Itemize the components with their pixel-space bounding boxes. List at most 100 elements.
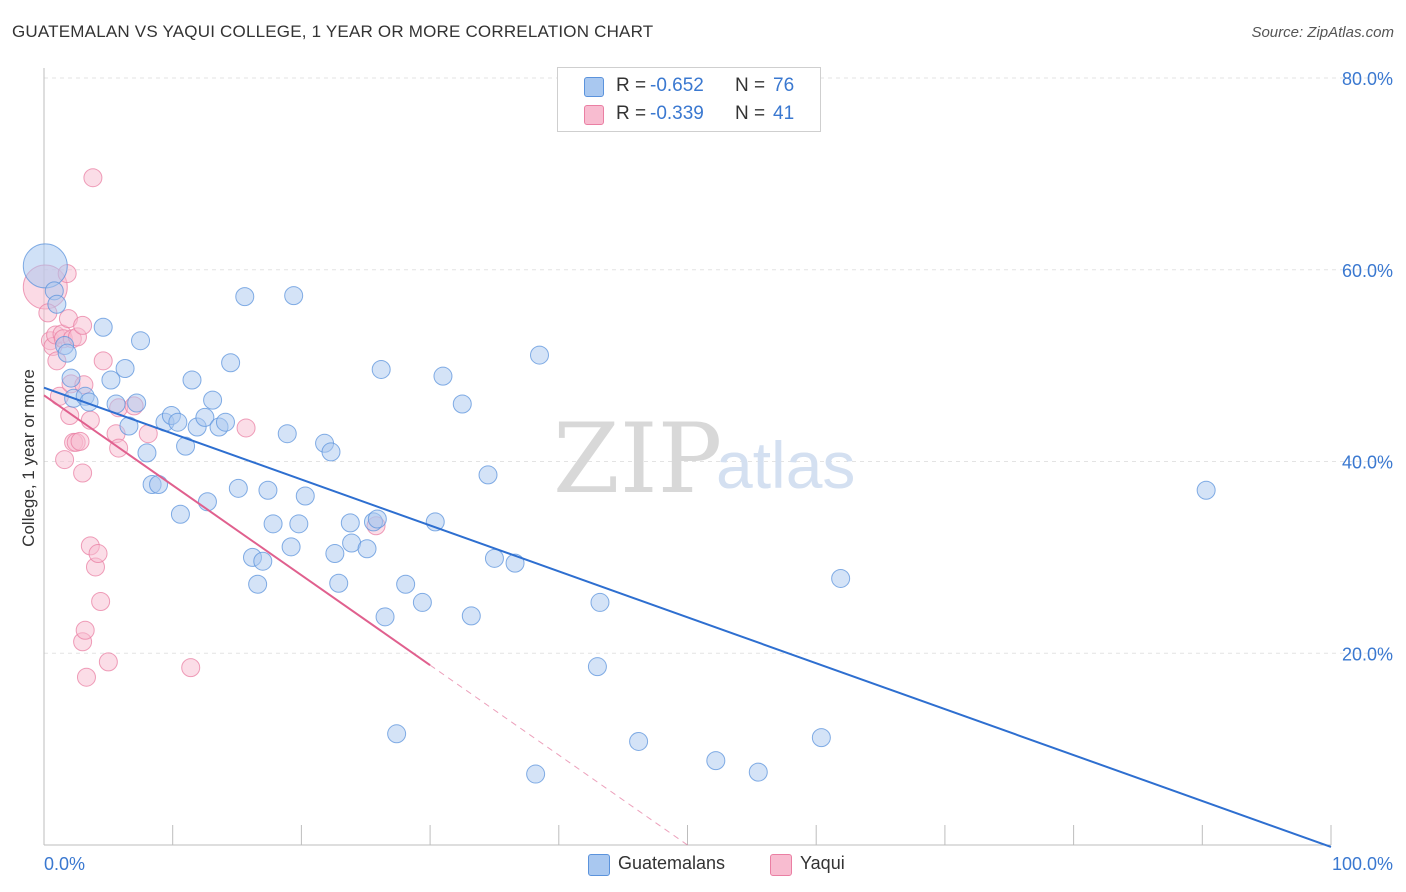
bottom-legend-label: Yaqui [800, 853, 845, 873]
yaqui-point [88, 544, 108, 564]
bottom-legend-guatemalans: Guatemalans [588, 852, 748, 876]
y-tick-label: 40.0% [1342, 453, 1393, 473]
guatemalan-point [149, 475, 169, 495]
guatemalan-point [484, 548, 504, 568]
yaqui-point [73, 315, 93, 335]
guatemalan-point [396, 574, 416, 594]
yaqui-point [236, 418, 256, 438]
yaqui-point [91, 591, 111, 611]
guatemalan-point [387, 724, 407, 744]
legend-swatch-guatemalans [584, 77, 604, 97]
legend-r-value: -0.339 [650, 103, 704, 124]
guatemalan-point [47, 294, 67, 314]
guatemalan-point [101, 370, 121, 390]
guatemalan-point [478, 465, 498, 485]
guatemalan-point [1196, 480, 1216, 500]
stats-legend: R = -0.652 N = 76 R = -0.339 N = 41 [557, 67, 821, 132]
y-axis-title: College, 1 year or more [19, 369, 38, 547]
guatemalan-point [221, 353, 241, 373]
x-tick-label: 100.0% [1332, 854, 1393, 874]
guatemalan-point [197, 492, 217, 512]
guatemalan-point [182, 370, 202, 390]
yaqui-point [76, 667, 96, 687]
guatemalans-trend-line [43, 386, 1332, 848]
guatemalan-point [131, 331, 151, 351]
points-layer [22, 168, 1216, 784]
bottom-legend-label: Guatemalans [618, 853, 726, 873]
guatemalan-point [329, 573, 349, 593]
guatemalan-point [375, 607, 395, 627]
guatemalan-point [168, 412, 188, 432]
guatemalan-point [325, 544, 345, 564]
guatemalan-point [195, 407, 215, 427]
x-tick-label: 0.0% [44, 854, 85, 874]
legend-swatch-yaqui [584, 105, 604, 125]
watermark: ZIP atlas [553, 403, 855, 515]
bottom-legend-yaqui: Yaqui [770, 852, 870, 876]
legend-r-value: -0.652 [650, 75, 704, 96]
yaqui-point [75, 620, 95, 640]
guatemalan-point [93, 317, 113, 337]
guatemalan-point [281, 537, 301, 557]
chart-source: Source: ZipAtlas.com [1251, 24, 1394, 41]
guatemalan-point [831, 568, 851, 588]
legend-n-value: 41 [773, 103, 795, 124]
guatemalan-point [22, 243, 68, 289]
guatemalan-point [115, 359, 135, 379]
guatemalan-point [79, 392, 99, 412]
yaqui-point [55, 450, 75, 470]
y-tick-label: 80.0% [1342, 69, 1393, 89]
guatemalan-point [412, 592, 432, 612]
yaqui-point [98, 652, 118, 672]
guatemalan-point [57, 343, 77, 363]
legend-n-label: N = [735, 75, 766, 96]
guatemalan-point [371, 359, 391, 379]
guatemalan-point [706, 751, 726, 771]
guatemalan-point [203, 390, 223, 410]
bottom-legend-swatch-yaqui [770, 854, 792, 876]
legend-row-yaqui: R = -0.339 N = 41 [558, 101, 820, 129]
guatemalan-point [526, 764, 546, 784]
guatemalan-point [357, 539, 377, 559]
guatemalan-point [748, 762, 768, 782]
guatemalan-point [248, 574, 268, 594]
guatemalan-point [127, 393, 147, 413]
guatemalan-point [505, 553, 525, 573]
legend-r-label: R = [616, 75, 647, 96]
grid-layer [44, 77, 1394, 654]
chart-title: GUATEMALAN VS YAQUI COLLEGE, 1 YEAR OR M… [12, 22, 654, 41]
guatemalan-point [61, 368, 81, 388]
guatemalan-point [587, 657, 607, 677]
yaqui-trend-line-extension [429, 664, 688, 846]
guatemalan-point [253, 551, 273, 571]
legend-row-guatemalans: R = -0.652 N = 76 [558, 73, 820, 101]
guatemalan-point [321, 442, 341, 462]
y-tick-label: 60.0% [1342, 261, 1393, 281]
guatemalan-point [367, 509, 387, 529]
yaqui-point [93, 351, 113, 371]
guatemalan-point [529, 345, 549, 365]
y-tick-label: 20.0% [1342, 644, 1393, 664]
yaqui-point [181, 658, 201, 678]
yaqui-point [70, 431, 90, 451]
guatemalan-point [235, 287, 255, 307]
guatemalan-point [170, 504, 190, 524]
guatemalan-point [228, 478, 248, 498]
guatemalan-point [284, 286, 304, 306]
guatemalan-point [811, 728, 831, 748]
tick-labels: 20.0% 40.0% 60.0% 80.0% 0.0% 100.0% [44, 69, 1393, 874]
guatemalan-point [263, 514, 283, 534]
watermark-atlas: atlas [716, 428, 855, 502]
guatemalan-point [289, 514, 309, 534]
guatemalan-point [137, 443, 157, 463]
guatemalan-point [215, 412, 235, 432]
guatemalan-point [629, 731, 649, 751]
yaqui-point [73, 463, 93, 483]
legend-n-label: N = [735, 103, 766, 124]
guatemalan-point [340, 513, 360, 533]
guatemalan-point [295, 486, 315, 506]
yaqui-trend-line [43, 394, 431, 666]
guatemalan-point [461, 606, 481, 626]
guatemalan-point [590, 592, 610, 612]
